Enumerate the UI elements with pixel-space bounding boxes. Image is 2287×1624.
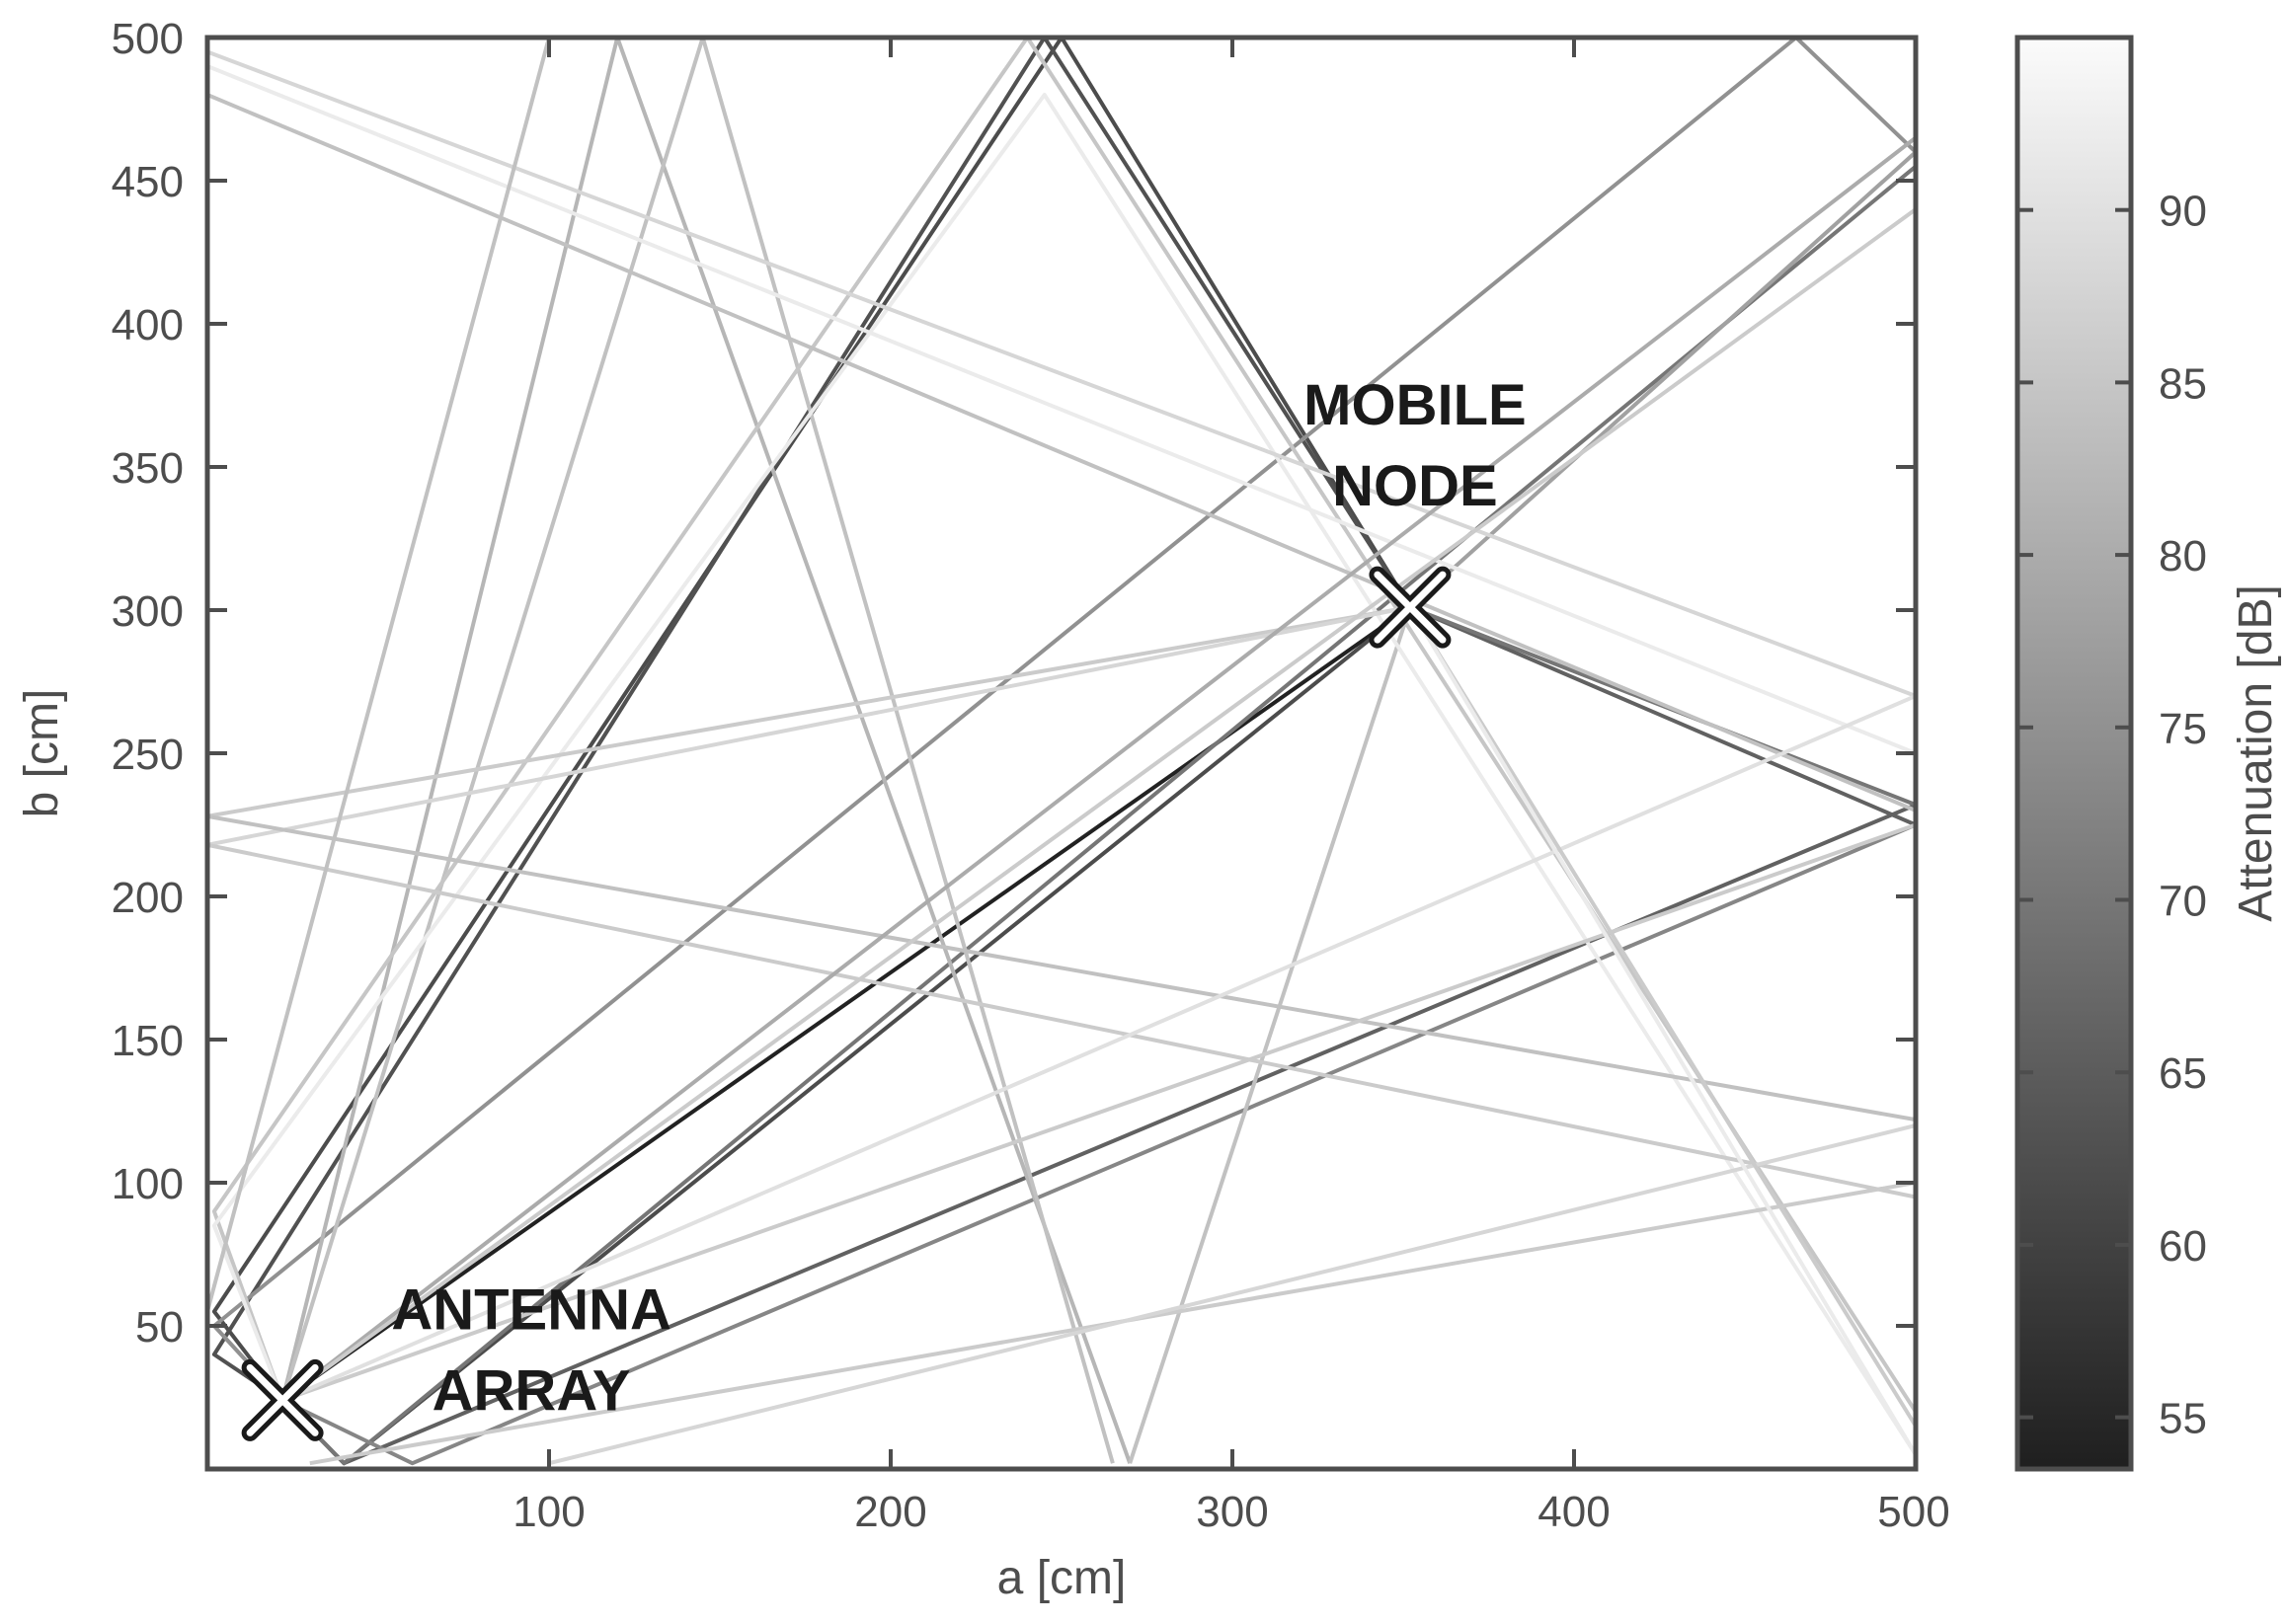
ray-path-6 [280, 164, 1916, 1466]
y-tick-label: 200 [112, 874, 184, 922]
ray-path-17 [207, 605, 1411, 818]
y-axis-title: b [cm] [16, 689, 68, 818]
marker-1: ANTENNA ARRAY [241, 1277, 671, 1441]
colorbar-tick-label: 70 [2159, 877, 2207, 925]
colorbar-tick-label: 60 [2159, 1222, 2207, 1271]
ray-paths [207, 38, 1916, 1466]
marker-label-line: ANTENNA [391, 1277, 671, 1342]
ray-path-29 [280, 135, 1916, 1402]
x-tick-label: 300 [1196, 1488, 1268, 1536]
marker-cross-stroke [1374, 571, 1447, 644]
marker-label-line: ARRAY [433, 1358, 631, 1423]
colorbar-tick-label: 55 [2159, 1395, 2207, 1443]
ray-path-7 [1409, 605, 1916, 827]
ray-path-13 [280, 38, 1115, 1464]
colorbar-tick-label: 85 [2159, 359, 2207, 408]
y-tick-label: 450 [112, 158, 184, 206]
x-tick-label: 500 [1877, 1488, 1949, 1536]
plot-frame [204, 35, 1919, 1472]
x-tick-label: 200 [854, 1488, 926, 1536]
marker-2: MOBILE NODE [1303, 373, 1527, 649]
y-tick-label: 500 [112, 15, 184, 63]
markers: ANTENNA ARRAY MOBILE NODE [241, 373, 1527, 1441]
colorbar-tick-label: 65 [2159, 1049, 2207, 1098]
ray-path-12 [280, 38, 1133, 1464]
y-tick-label: 100 [112, 1160, 184, 1208]
ray-path-22 [207, 49, 1916, 698]
ray-path-9 [211, 38, 1916, 1402]
ray-path-30 [280, 207, 1916, 1403]
y-tick-label: 300 [112, 587, 184, 636]
axes: 100 200 300 400 500 50 100 150 200 250 300 350 400 45… [112, 15, 1950, 1536]
marker-cross-stroke [246, 1363, 319, 1436]
ray-path-20 [207, 842, 1916, 1199]
colorbar-tick-label: 90 [2159, 188, 2207, 236]
y-tick-label: 50 [135, 1303, 184, 1352]
ray-path-31 [1408, 606, 1916, 1428]
marker-label-line: NODE [1332, 454, 1498, 518]
x-axis-title: a [cm] [997, 1552, 1127, 1604]
colorbar-gradient [2014, 35, 2134, 1472]
colorbar-ticks: 55 60 65 70 75 80 85 90 [2017, 188, 2207, 1443]
ray-path-23 [207, 64, 1916, 755]
colorbar-tick-label: 80 [2159, 532, 2207, 580]
ray-path-11 [281, 822, 1916, 1466]
ray-path-19 [207, 813, 1916, 1122]
ray-path-10 [1408, 150, 1916, 609]
ray-path-27 [548, 1123, 1916, 1466]
ray-path-28 [207, 38, 551, 1313]
y-tick-label: 400 [112, 301, 184, 349]
x-tick-label: 400 [1538, 1488, 1610, 1536]
ray-path-16 [211, 93, 1916, 1456]
colorbar-title: Attenuation [dB] [2230, 584, 2282, 922]
ray-path-26 [281, 694, 1916, 1403]
y-tick-label: 350 [112, 444, 184, 493]
y-tick-label: 150 [112, 1017, 184, 1065]
y-tick-label: 250 [112, 731, 184, 779]
marker-label-line: MOBILE [1303, 373, 1527, 437]
ray-path-32 [1408, 606, 1916, 1456]
ray-path-5 [211, 38, 1412, 1403]
ray-path-18 [207, 605, 1411, 847]
ray-path-25 [281, 822, 1916, 1403]
x-tick-label: 100 [513, 1488, 585, 1536]
ray-path-14 [1128, 606, 1412, 1464]
colorbar-tick-label: 75 [2159, 705, 2207, 753]
ray-path-3 [211, 38, 1412, 1402]
ray-path-21 [207, 93, 1916, 812]
ray-path-15 [211, 38, 1916, 1414]
